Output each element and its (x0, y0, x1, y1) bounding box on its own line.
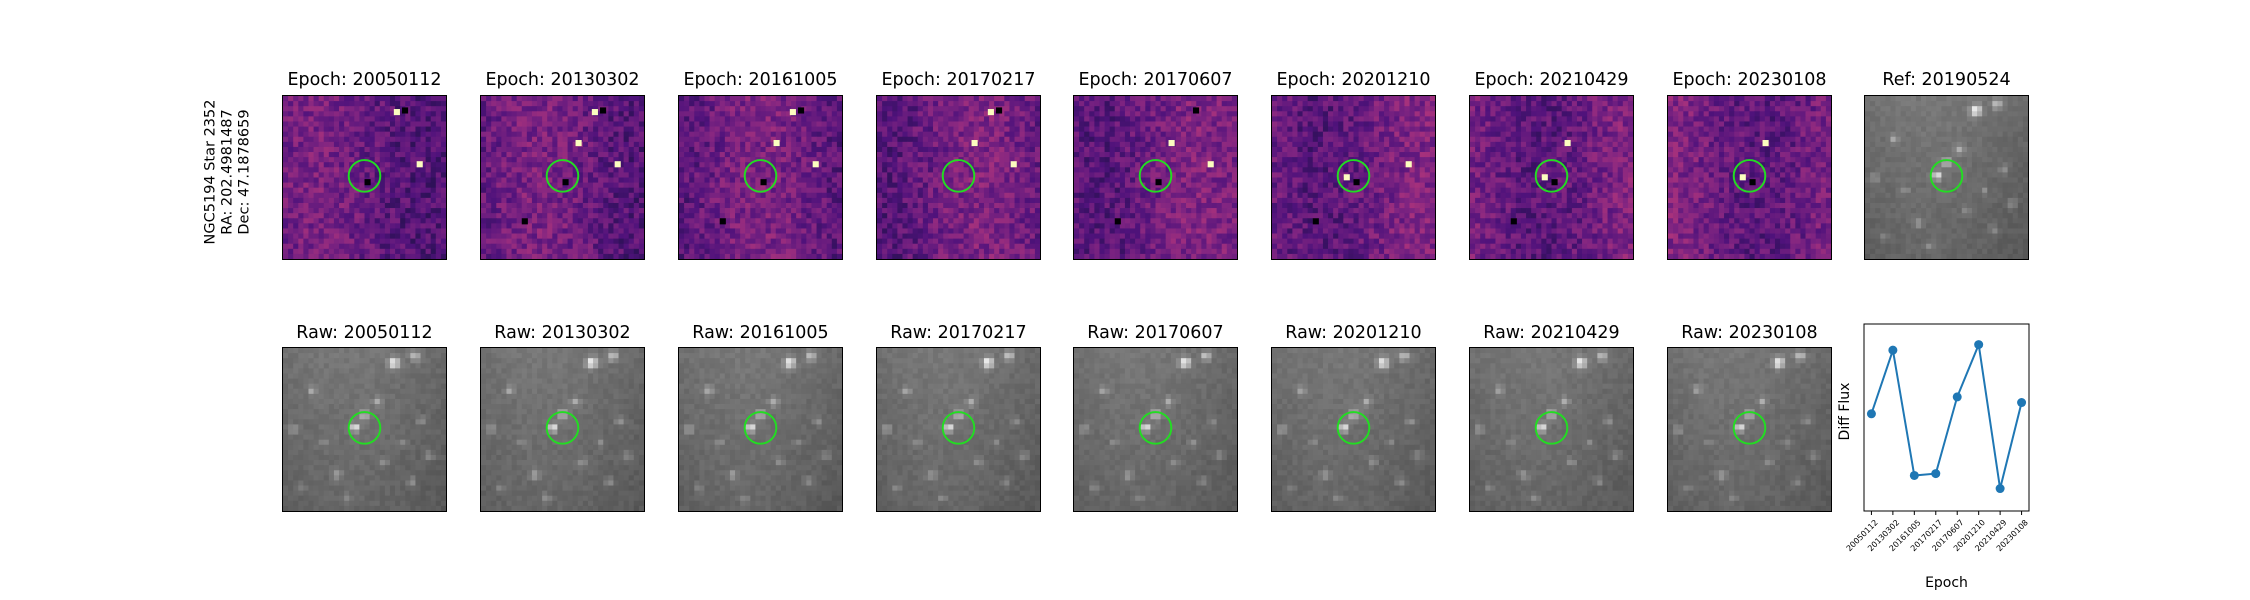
diff-epoch-3-image (876, 95, 1041, 260)
diff-epoch-2-image (678, 95, 843, 260)
object-name: NGC5194 Star 2352 (202, 99, 219, 245)
reference-title: Ref: 20190524 (1882, 70, 2011, 90)
data-point-3 (1931, 469, 1941, 479)
diff-epoch-5-title: Epoch: 20201210 (1276, 70, 1431, 90)
diff-epoch-6-title: Epoch: 20210429 (1474, 70, 1629, 90)
raw-epoch-7-title: Raw: 20230108 (1681, 323, 1818, 343)
diff-epoch-7-image (1667, 95, 1832, 260)
raw-epoch-6-image (1469, 347, 1634, 512)
data-point-1 (1888, 345, 1898, 355)
raw-epoch-2-title: Raw: 20161005 (692, 323, 829, 343)
diff-epoch-5-image (1271, 95, 1436, 260)
data-point-6 (1995, 484, 2005, 494)
diff-epoch-1-title: Epoch: 20130302 (485, 70, 640, 90)
target-circle-marker (1534, 411, 1569, 445)
target-circle-marker (941, 411, 976, 445)
raw-epoch-2-image (678, 347, 843, 512)
y-axis-label: Diff Flux (1837, 383, 1853, 441)
target-circle-marker (1929, 159, 1964, 193)
object-ra: RA: 202.4981487 (219, 109, 236, 235)
raw-epoch-0-title: Raw: 20050112 (296, 323, 433, 343)
target-circle-marker (1138, 411, 1173, 445)
raw-epoch-5-image (1271, 347, 1436, 512)
diff-epoch-3-title: Epoch: 20170217 (881, 70, 1036, 90)
diff-epoch-0-title: Epoch: 20050112 (287, 70, 442, 90)
data-point-4 (1952, 392, 1962, 402)
diff-epoch-1-image (480, 95, 645, 260)
raw-epoch-6-title: Raw: 20210429 (1483, 323, 1620, 343)
light-curve-svg: 2005011220130302201610052017021720170607… (1837, 323, 2030, 591)
target-circle-marker (347, 159, 382, 193)
raw-epoch-0-image (282, 347, 447, 512)
target-circle-marker (1138, 159, 1173, 193)
plot-frame (1863, 323, 2030, 512)
target-circle-marker (743, 411, 778, 445)
diff-epoch-7-title: Epoch: 20230108 (1672, 70, 1827, 90)
raw-epoch-4-image (1073, 347, 1238, 512)
light-curve-chart: 20050112 20130302 20161005 20170217 20170607… (1830, 318, 2060, 600)
target-circle-marker (1732, 159, 1767, 193)
raw-epoch-1-title: Raw: 20130302 (494, 323, 631, 343)
diff-epoch-4-image (1073, 95, 1238, 260)
diff-epoch-2-title: Epoch: 20161005 (683, 70, 838, 90)
target-circle-marker (1336, 411, 1371, 445)
object-dec: Dec: 47.1878659 (236, 109, 253, 235)
target-circle-marker (1336, 159, 1371, 193)
target-circle-marker (1534, 159, 1569, 193)
raw-epoch-4-title: Raw: 20170607 (1087, 323, 1224, 343)
series-line (1870, 340, 2023, 489)
raw-epoch-7-image (1667, 347, 1832, 512)
object-info-label: NGC5194 Star 2352 RA: 202.4981487 Dec: 4… (203, 100, 254, 245)
data-point-7 (2017, 398, 2027, 408)
target-circle-marker (941, 159, 976, 193)
target-circle-marker (743, 159, 778, 193)
raw-epoch-3-image (876, 347, 1041, 512)
target-circle-marker (545, 159, 580, 193)
target-circle-marker (545, 411, 580, 445)
diff-epoch-6-image (1469, 95, 1634, 260)
diff-epoch-0-image (282, 95, 447, 260)
data-point-0 (1866, 409, 1876, 419)
reference-image (1864, 95, 2029, 260)
raw-epoch-5-title: Raw: 20201210 (1285, 323, 1422, 343)
data-point-5 (1974, 340, 1984, 350)
diff-epoch-4-title: Epoch: 20170607 (1078, 70, 1233, 90)
raw-epoch-1-image (480, 347, 645, 512)
raw-epoch-3-title: Raw: 20170217 (890, 323, 1027, 343)
x-axis-label: Epoch (1925, 575, 1968, 591)
target-circle-marker (1732, 411, 1767, 445)
target-circle-marker (347, 411, 382, 445)
data-point-2 (1909, 470, 1919, 480)
